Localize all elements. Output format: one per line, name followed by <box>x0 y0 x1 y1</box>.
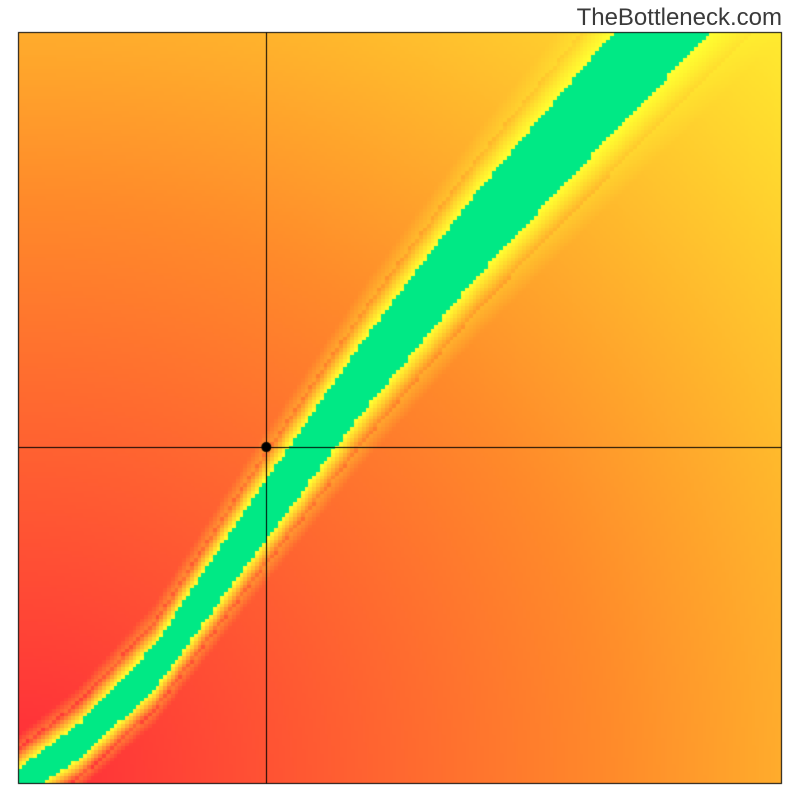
chart-container: TheBottleneck.com <box>0 0 800 800</box>
heatmap-canvas <box>0 0 800 800</box>
watermark-text: TheBottleneck.com <box>577 4 782 32</box>
